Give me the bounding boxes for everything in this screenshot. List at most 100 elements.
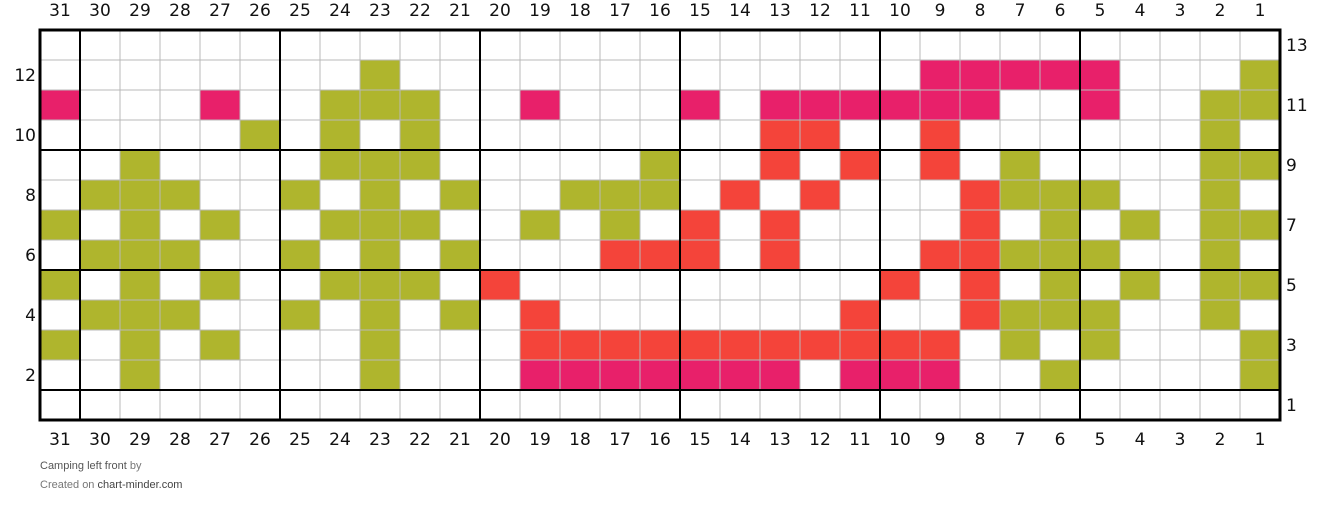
chart-cell [320, 360, 360, 390]
chart-cell [360, 120, 400, 150]
column-number-bottom: 1 [1255, 430, 1266, 450]
chart-cell [960, 60, 1000, 90]
chart-cell [1200, 360, 1240, 390]
chart-cell [440, 60, 480, 90]
chart-cell [280, 390, 320, 420]
chart-cell [440, 30, 480, 60]
chart-cell [560, 360, 600, 390]
chart-cell [1160, 300, 1200, 330]
chart-cell [800, 30, 840, 60]
chart-cell [1040, 240, 1080, 270]
column-number-bottom: 12 [809, 430, 831, 450]
column-number-top: 2 [1215, 1, 1226, 21]
chart-cell [160, 360, 200, 390]
chart-cell [760, 300, 800, 330]
site-link[interactable]: chart-minder.com [97, 479, 183, 491]
chart-cell [520, 180, 560, 210]
chart-cell [1160, 90, 1200, 120]
chart-cell [1080, 180, 1120, 210]
chart-cell [1120, 270, 1160, 300]
chart-cell [400, 210, 440, 240]
row-number-right: 9 [1286, 156, 1297, 176]
chart-cell [720, 270, 760, 300]
chart-cell [40, 330, 80, 360]
chart-cell [560, 270, 600, 300]
chart-cell [600, 360, 640, 390]
chart-cell [1160, 210, 1200, 240]
chart-cell [240, 180, 280, 210]
chart-cell [1240, 90, 1280, 120]
chart-cell [400, 300, 440, 330]
chart-cell [880, 390, 920, 420]
chart-cell [520, 150, 560, 180]
chart-cell [480, 120, 520, 150]
chart-cell [1120, 210, 1160, 240]
chart-cell [80, 390, 120, 420]
column-number-bottom: 30 [89, 430, 111, 450]
chart-cell [960, 390, 1000, 420]
chart-cell [720, 330, 760, 360]
chart-cell [680, 210, 720, 240]
chart-cell [680, 270, 720, 300]
chart-cell [720, 390, 760, 420]
chart-cell [920, 120, 960, 150]
column-number-bottom: 20 [489, 430, 511, 450]
chart-cell [880, 240, 920, 270]
chart-cell [40, 150, 80, 180]
row-number-left: 4 [25, 306, 36, 326]
chart-cell [160, 270, 200, 300]
chart-cell [160, 210, 200, 240]
column-number-top: 21 [449, 1, 471, 21]
chart-cell [1000, 180, 1040, 210]
chart-cell [320, 60, 360, 90]
chart-cell [640, 240, 680, 270]
chart-cell [120, 180, 160, 210]
chart-cell [680, 30, 720, 60]
row-number-right: 7 [1286, 216, 1297, 236]
chart-cell [800, 150, 840, 180]
chart-cell [1240, 240, 1280, 270]
chart-cell [400, 90, 440, 120]
chart-cell [120, 390, 160, 420]
chart-cell [1240, 180, 1280, 210]
chart-cell [40, 60, 80, 90]
chart-cell [920, 30, 960, 60]
chart-cell [320, 180, 360, 210]
chart-cell [1000, 90, 1040, 120]
chart-cell [1000, 150, 1040, 180]
row-number-left: 2 [25, 366, 36, 386]
chart-cell [520, 270, 560, 300]
chart-cell [360, 90, 400, 120]
chart-cell [840, 30, 880, 60]
chart-cell [40, 270, 80, 300]
chart-cell [1080, 330, 1120, 360]
chart-cell [800, 300, 840, 330]
chart-cell [600, 300, 640, 330]
chart-cell [480, 210, 520, 240]
chart-cell [720, 60, 760, 90]
chart-cell [920, 210, 960, 240]
chart-cell [760, 90, 800, 120]
chart-cell [920, 240, 960, 270]
chart-cell [80, 120, 120, 150]
chart-cell [1000, 60, 1040, 90]
column-number-bottom: 28 [169, 430, 191, 450]
chart-cell [720, 30, 760, 60]
chart-cell [120, 150, 160, 180]
chart-cell [1040, 30, 1080, 60]
chart-cell [1000, 390, 1040, 420]
chart-cell [120, 30, 160, 60]
chart-cell [920, 180, 960, 210]
column-number-bottom: 13 [769, 430, 791, 450]
chart-cell [960, 330, 1000, 360]
chart-cell [520, 120, 560, 150]
chart-cell [440, 270, 480, 300]
chart-cell [80, 240, 120, 270]
chart-cell [720, 240, 760, 270]
chart-cell [440, 360, 480, 390]
chart-cell [800, 60, 840, 90]
chart-cell [1240, 150, 1280, 180]
chart-cell [640, 330, 680, 360]
chart-cell [560, 240, 600, 270]
